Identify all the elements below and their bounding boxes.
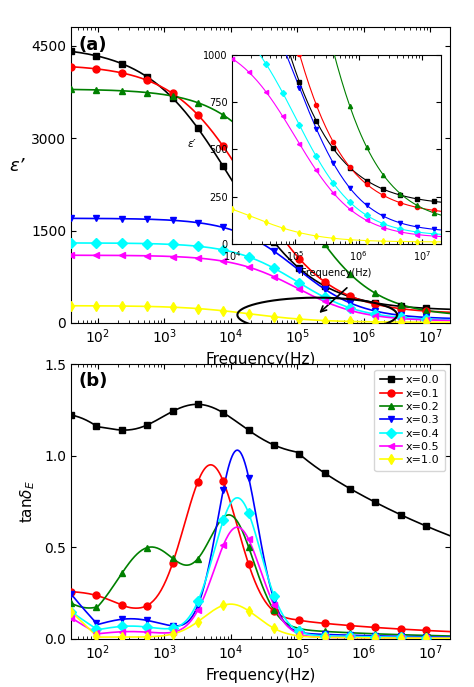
Y-axis label: ε′: ε′ <box>188 139 196 149</box>
Legend: x=0.0, x=0.1, x=0.2, x=0.3, x=0.4, x=0.5, x=1.0: x=0.0, x=0.1, x=0.2, x=0.3, x=0.4, x=0.5… <box>374 370 445 471</box>
Y-axis label: ε’: ε’ <box>9 157 25 175</box>
Text: (b): (b) <box>79 372 108 390</box>
X-axis label: Frequency(Hz): Frequency(Hz) <box>301 268 372 278</box>
X-axis label: Frequency(Hz): Frequency(Hz) <box>206 352 316 367</box>
X-axis label: Frequency(Hz): Frequency(Hz) <box>206 668 316 683</box>
Text: (a): (a) <box>79 36 107 54</box>
Y-axis label: tan$\delta_E$: tan$\delta_E$ <box>18 480 37 523</box>
